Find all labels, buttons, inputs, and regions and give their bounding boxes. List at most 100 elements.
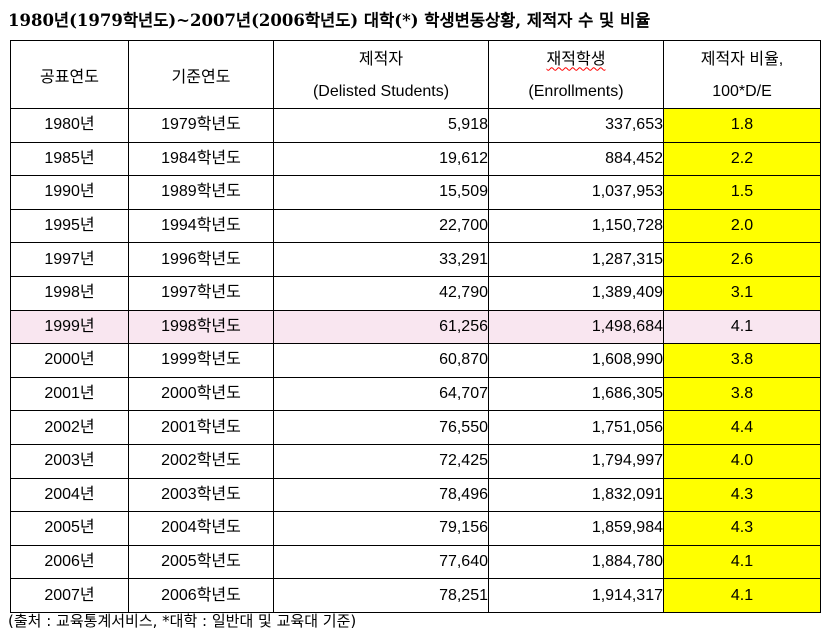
cell-announce-year: 2003년 [10, 443, 129, 479]
cell-ratio: 3.8 [663, 376, 821, 412]
cell-enrolled: 1,832,091 [488, 477, 664, 513]
cell-ratio: 1.8 [663, 108, 821, 143]
cell-enrolled: 1,037,953 [488, 175, 664, 210]
source-footnote: (출처 : 교육통계서비스, *대학 : 일반대 및 교육대 기준) [8, 612, 357, 630]
cell-base-year: 2002학년도 [128, 443, 274, 479]
cell-delisted: 22,700 [273, 208, 489, 244]
cell-delisted: 79,156 [273, 511, 489, 546]
cell-enrolled: 1,150,728 [488, 208, 664, 244]
header-announce-year: 공표연도 [10, 40, 129, 109]
cell-announce-year: 2007년 [10, 578, 129, 613]
cell-ratio: 4.1 [663, 309, 821, 345]
header-delisted-english: (Delisted Students) [312, 82, 450, 100]
cell-enrolled: 1,884,780 [488, 544, 664, 580]
cell-announce-year: 1990년 [10, 175, 129, 210]
header-enrolled-english: (Enrollments) [528, 82, 624, 100]
table-row: 2007년 2006학년도 78,251 1,914,317 4.1 [10, 578, 821, 613]
cell-enrolled: 1,914,317 [488, 578, 664, 613]
cell-enrolled: 1,859,984 [488, 511, 664, 546]
table-row: 2006년 2005학년도 77,640 1,884,780 4.1 [10, 544, 821, 580]
cell-delisted: 72,425 [273, 443, 489, 479]
cell-announce-year: 1980년 [10, 108, 129, 143]
cell-ratio: 4.3 [663, 477, 821, 513]
cell-ratio: 4.1 [663, 578, 821, 613]
cell-base-year: 1989학년도 [128, 175, 274, 210]
cell-base-year: 2000학년도 [128, 376, 274, 412]
cell-base-year: 1996학년도 [128, 242, 274, 277]
cell-delisted: 60,870 [273, 343, 489, 378]
cell-delisted: 19,612 [273, 141, 489, 177]
cell-delisted: 61,256 [273, 309, 489, 345]
cell-enrolled: 884,452 [488, 141, 664, 177]
table-row: 1997년 1996학년도 33,291 1,287,315 2.6 [10, 242, 821, 277]
cell-announce-year: 1997년 [10, 242, 129, 277]
table-row: 1990년 1989학년도 15,509 1,037,953 1.5 [10, 175, 821, 210]
cell-announce-year: 1985년 [10, 141, 129, 177]
document-title: 1980년(1979학년도)~2007년(2006학년도) 대학(*) 학생변동… [8, 11, 651, 30]
cell-announce-year: 2006년 [10, 544, 129, 580]
cell-ratio: 2.0 [663, 208, 821, 244]
cell-base-year: 2006학년도 [128, 578, 274, 613]
cell-ratio: 1.5 [663, 175, 821, 210]
cell-base-year: 1998학년도 [128, 309, 274, 345]
header-ratio-formula: 100*D/E [712, 82, 772, 100]
table-row: 1980년 1979학년도 5,918 337,653 1.8 [10, 108, 821, 143]
header-ratio-korean: 제적자 비율, [700, 50, 784, 68]
cell-ratio: 4.1 [663, 544, 821, 580]
cell-announce-year: 2004년 [10, 477, 129, 513]
cell-delisted: 15,509 [273, 175, 489, 210]
cell-announce-year: 2001년 [10, 376, 129, 412]
cell-ratio: 3.8 [663, 343, 821, 378]
cell-enrolled: 1,751,056 [488, 410, 664, 445]
cell-enrolled: 1,498,684 [488, 309, 664, 345]
cell-delisted: 33,291 [273, 242, 489, 277]
cell-delisted: 78,251 [273, 578, 489, 613]
cell-enrolled: 337,653 [488, 108, 664, 143]
cell-base-year: 2001학년도 [128, 410, 274, 445]
cell-enrolled: 1,686,305 [488, 376, 664, 412]
table-row-highlighted: 1999년 1998학년도 61,256 1,498,684 4.1 [10, 309, 821, 345]
header-delisted-korean: 제적자 [358, 50, 404, 68]
cell-announce-year: 1998년 [10, 275, 129, 311]
cell-ratio: 4.4 [663, 410, 821, 445]
cell-base-year: 2003학년도 [128, 477, 274, 513]
cell-base-year: 1999학년도 [128, 343, 274, 378]
cell-ratio: 3.1 [663, 275, 821, 311]
cell-base-year: 1979학년도 [128, 108, 274, 143]
header-ratio: 제적자 비율, 100*D/E [663, 40, 821, 109]
cell-announce-year: 2002년 [10, 410, 129, 445]
cell-announce-year: 2000년 [10, 343, 129, 378]
cell-ratio: 2.6 [663, 242, 821, 277]
cell-delisted: 77,640 [273, 544, 489, 580]
header-delisted: 제적자 (Delisted Students) [273, 40, 489, 109]
cell-base-year: 1997학년도 [128, 275, 274, 311]
cell-base-year: 1994학년도 [128, 208, 274, 244]
cell-delisted: 42,790 [273, 275, 489, 311]
table-row: 1985년 1984학년도 19,612 884,452 2.2 [10, 141, 821, 177]
table-row: 2003년 2002학년도 72,425 1,794,997 4.0 [10, 443, 821, 479]
table-row: 2001년 2000학년도 64,707 1,686,305 3.8 [10, 376, 821, 412]
cell-delisted: 78,496 [273, 477, 489, 513]
cell-announce-year: 2005년 [10, 511, 129, 546]
table-row: 2005년 2004학년도 79,156 1,859,984 4.3 [10, 511, 821, 546]
cell-delisted: 5,918 [273, 108, 489, 143]
cell-base-year: 2005학년도 [128, 544, 274, 580]
cell-delisted: 64,707 [273, 376, 489, 412]
cell-announce-year: 1995년 [10, 208, 129, 244]
cell-delisted: 76,550 [273, 410, 489, 445]
cell-announce-year: 1999년 [10, 309, 129, 345]
cell-ratio: 4.0 [663, 443, 821, 479]
cell-enrolled: 1,287,315 [488, 242, 664, 277]
cell-ratio: 4.3 [663, 511, 821, 546]
cell-base-year: 2004학년도 [128, 511, 274, 546]
cell-ratio: 2.2 [663, 141, 821, 177]
table-row: 1998년 1997학년도 42,790 1,389,409 3.1 [10, 275, 821, 311]
header-base-year: 기준연도 [128, 40, 274, 109]
cell-enrolled: 1,608,990 [488, 343, 664, 378]
student-change-table: 공표연도 기준연도 제적자 (Delisted Students) 재적학생 (… [10, 40, 821, 613]
header-enrolled-korean: 재적학생 [546, 50, 606, 68]
cell-base-year: 1984학년도 [128, 141, 274, 177]
cell-enrolled: 1,389,409 [488, 275, 664, 311]
header-base-year-label: 기준연도 [171, 68, 231, 86]
header-enrolled: 재적학생 (Enrollments) [488, 40, 664, 109]
